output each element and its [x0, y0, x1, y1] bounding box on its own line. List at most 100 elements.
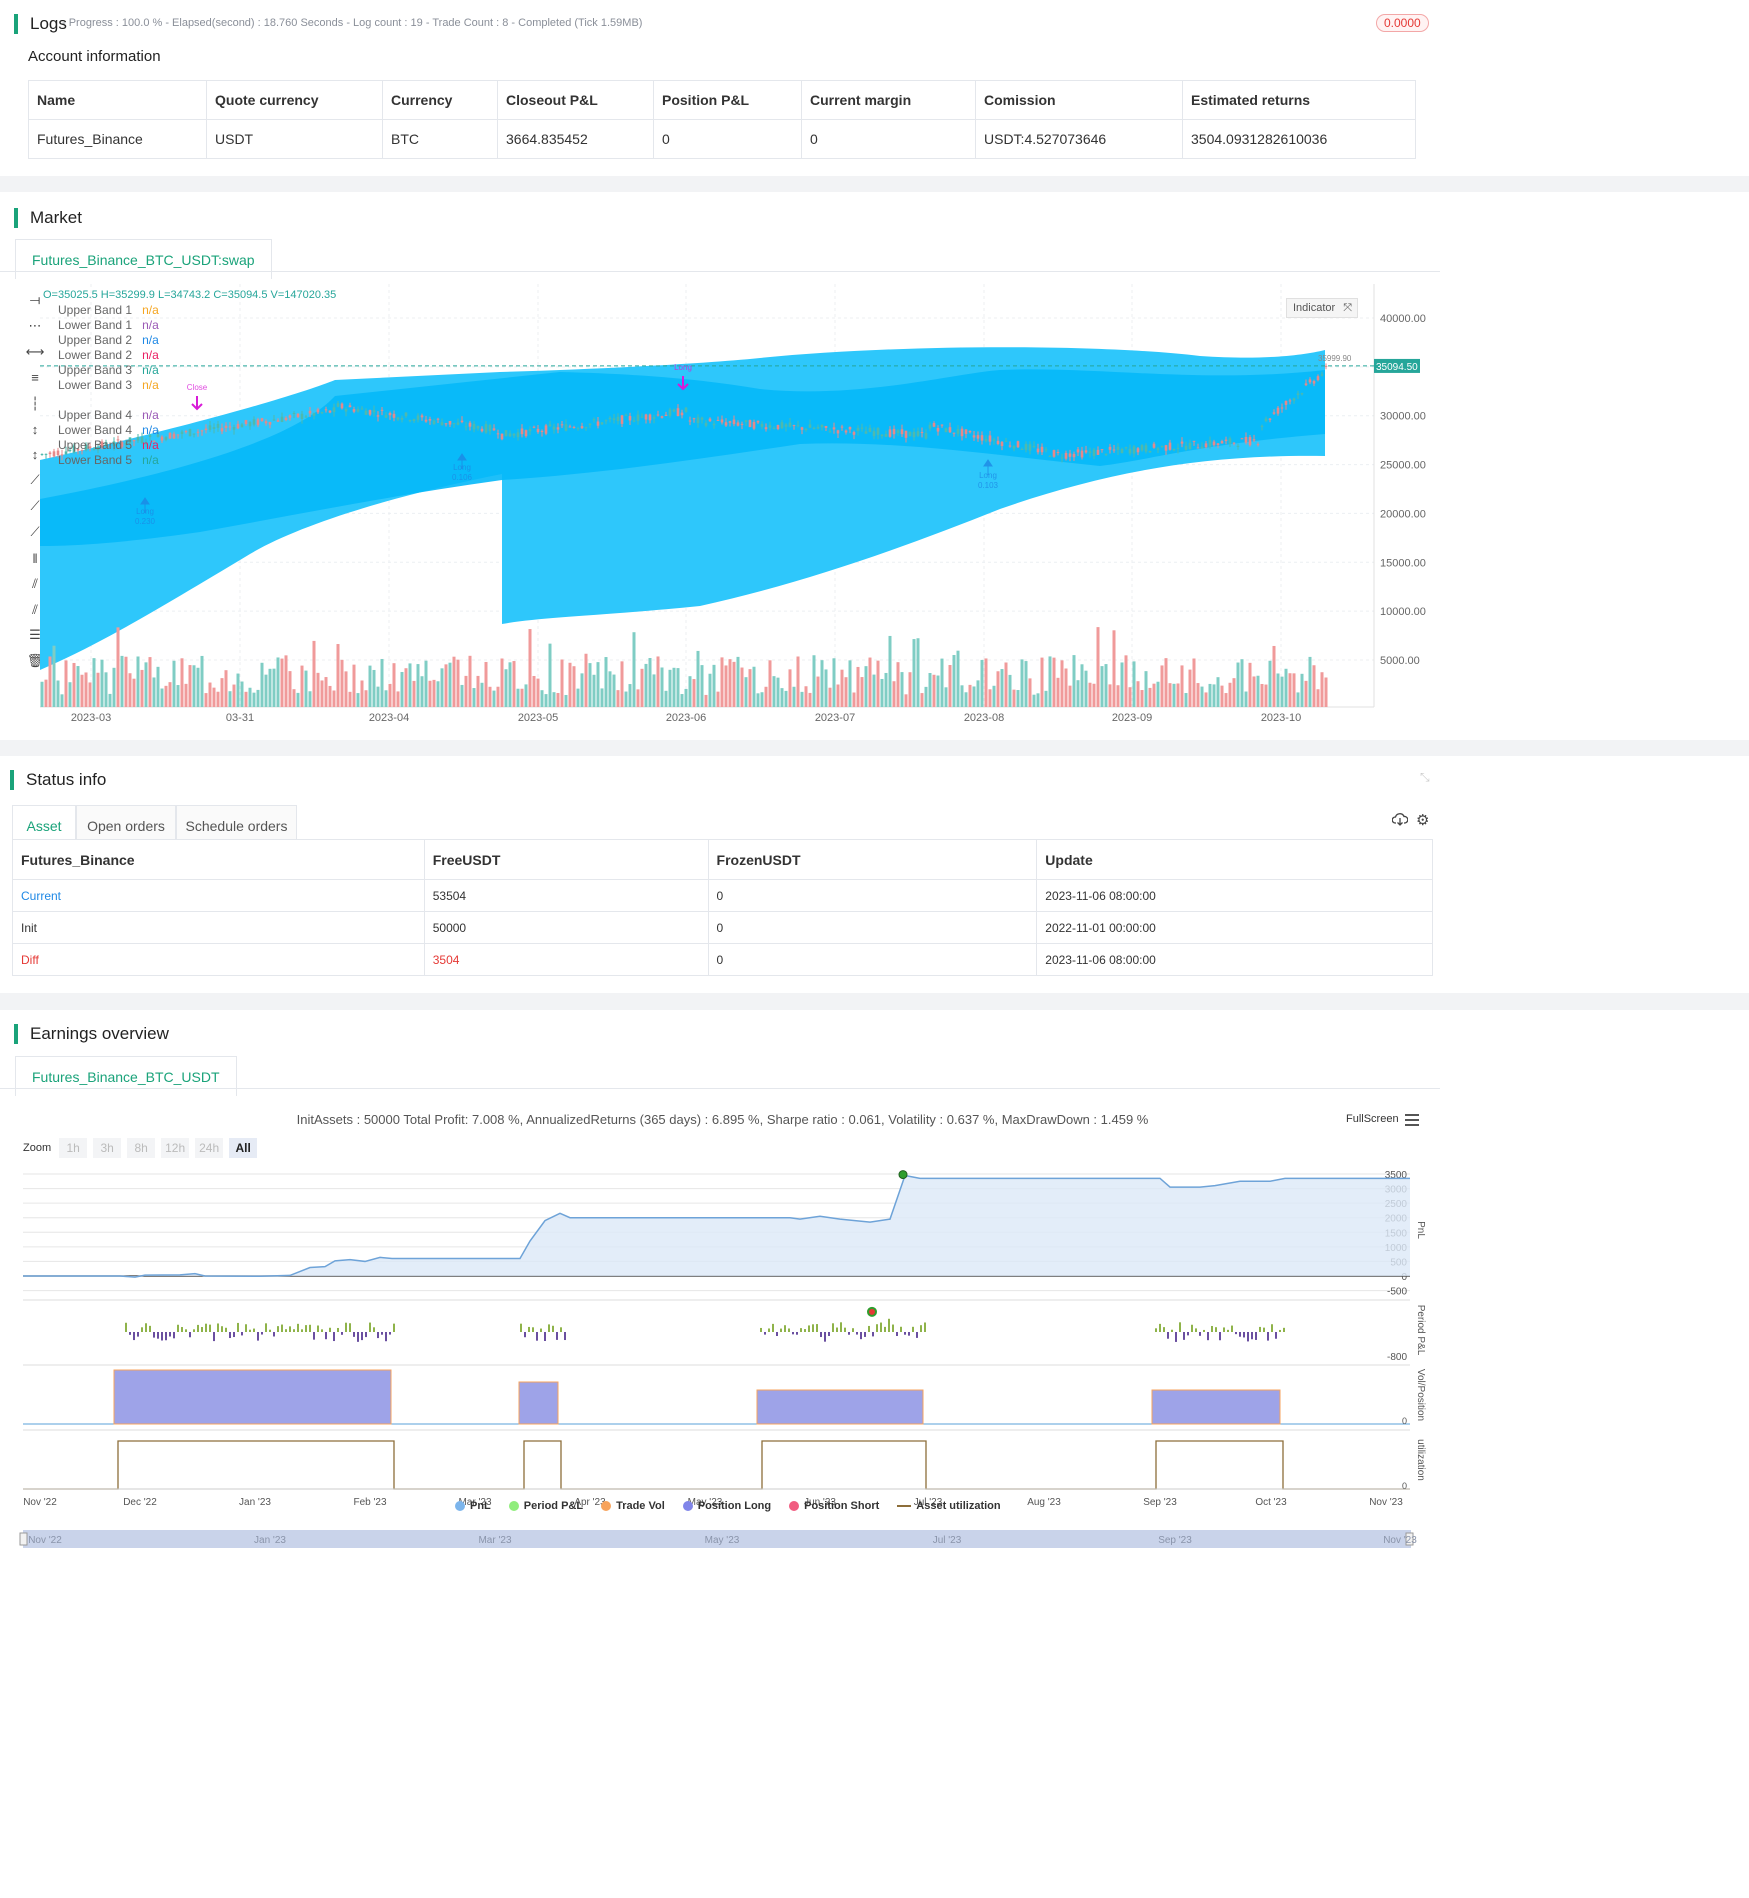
volume-bar — [856, 666, 860, 707]
navigator-right-handle[interactable] — [1405, 1532, 1414, 1546]
zoom-button-1h[interactable]: 1h — [59, 1138, 88, 1158]
earnings-time-label: Oct '23 — [1255, 1497, 1287, 1508]
volume-bar — [920, 693, 924, 707]
volume-bar — [672, 667, 676, 707]
candle-body — [40, 453, 44, 455]
candle-body — [180, 431, 184, 435]
band-legend-name: Lower Band 5 — [58, 453, 133, 467]
period-pnl-bar — [772, 1323, 774, 1332]
price-tick-label: 40000.00 — [1380, 313, 1426, 325]
fullscreen-button[interactable]: FullScreen — [1346, 1113, 1399, 1125]
zoom-button-12h[interactable]: 12h — [161, 1138, 190, 1158]
volume-bar — [1016, 690, 1020, 707]
volume-bar — [172, 660, 176, 707]
pitchfork-icon[interactable]: ⫽ — [32, 602, 38, 617]
price-tick-label: 30000.00 — [1380, 411, 1426, 423]
pnl-tick-label: -500 — [1387, 1287, 1407, 1298]
candle-body — [288, 415, 292, 418]
volume-bar — [676, 668, 680, 707]
earnings-legend-item[interactable]: Trade Vol — [601, 1500, 665, 1512]
legend-swatch-icon — [897, 1505, 912, 1507]
earnings-tab[interactable]: Futures_Binance_BTC_USDT — [15, 1056, 237, 1096]
collapse-icon[interactable]: ⤡ — [1420, 770, 1430, 784]
volume-bar — [596, 662, 600, 707]
vertical-ray-icon[interactable]: ┆ — [31, 396, 39, 411]
candle-body — [1028, 444, 1032, 451]
candle-body — [120, 442, 124, 447]
extended-line-icon[interactable]: ⟷ — [25, 344, 45, 359]
earnings-legend-item[interactable]: Position Short — [789, 1500, 879, 1512]
cloud-download-icon[interactable] — [1391, 812, 1409, 826]
earnings-legend-item[interactable]: Period P&L — [508, 1500, 583, 1512]
gear-icon[interactable]: ⚙ — [1416, 812, 1430, 829]
volume-bar — [1048, 656, 1052, 707]
candle-body — [808, 424, 812, 428]
volume-bar — [264, 674, 268, 707]
earnings-legend-item[interactable]: Position Long — [682, 1500, 771, 1512]
horizontal-ray-icon[interactable]: ⟞ — [29, 292, 41, 307]
tab-schedule-orders[interactable]: Schedule orders — [176, 805, 297, 845]
period-pnl-bar — [908, 1332, 910, 1336]
volume-bar — [660, 667, 664, 707]
tab-asset[interactable]: Asset — [12, 805, 76, 845]
candle-body — [736, 422, 740, 426]
volume-bar — [924, 686, 928, 707]
vertical-line-icon[interactable]: ↕ — [31, 421, 39, 437]
volume-bar — [1312, 665, 1316, 707]
period-pnl-bar — [1231, 1325, 1233, 1332]
earnings-legend-item[interactable]: PnL — [455, 1500, 491, 1512]
price-tick-label: 25000.00 — [1380, 460, 1426, 472]
hamburger-menu-icon[interactable] — [1405, 1114, 1419, 1126]
ray-line-icon[interactable]: ⟋ — [30, 498, 40, 513]
period-pnl-bar — [333, 1332, 335, 1342]
zoom-button-3h[interactable]: 3h — [93, 1138, 122, 1158]
period-pnl-bar — [373, 1327, 375, 1332]
market-tab[interactable]: Futures_Binance_BTC_USDT:swap — [15, 239, 272, 279]
candle-body — [1048, 455, 1052, 457]
time-tick-label: 2023-07 — [815, 712, 855, 724]
horizontal-channel-icon[interactable]: ≡ — [31, 369, 39, 385]
vertical-segment-icon[interactable]: ↕ — [31, 446, 39, 462]
band-legend-name: Lower Band 4 — [58, 423, 133, 437]
band-legend-value: n/a — [142, 408, 159, 422]
volume-bar — [60, 694, 64, 707]
fib-retracement-icon[interactable]: ☰ — [29, 627, 41, 642]
zoom-button-All[interactable]: All — [229, 1138, 258, 1158]
navigator-time-label: Jan '23 — [254, 1535, 286, 1546]
volume-bar — [548, 643, 552, 707]
account-value-cell: Futures_Binance — [28, 119, 207, 159]
horizontal-line-icon[interactable]: ⋯ — [28, 318, 42, 333]
volume-bar — [1236, 662, 1240, 707]
candle-body — [1284, 401, 1288, 405]
tab-open-orders[interactable]: Open orders — [76, 805, 176, 845]
candle-body — [760, 423, 764, 427]
volume-bar — [1028, 678, 1032, 707]
navigator-left-handle[interactable] — [19, 1532, 28, 1546]
candle-body — [280, 416, 284, 423]
candle-body — [1272, 412, 1276, 414]
extended-trend-icon[interactable]: ⟋ — [30, 524, 40, 539]
position-long-block — [518, 1381, 559, 1425]
navigator-chart: Nov '22 Jan '23 Mar '23 May '23 Jul '23 Sep '… — [19, 1530, 1417, 1548]
volume-bar — [732, 661, 736, 707]
trend-line-icon[interactable]: ⟋ — [30, 472, 40, 487]
candle-body — [132, 440, 136, 442]
indicator-button[interactable]: Indicator ⤧ — [1286, 298, 1358, 318]
period-pnl-bar — [540, 1328, 542, 1332]
period-pnl-bar — [788, 1328, 790, 1332]
volume-bar — [864, 666, 868, 707]
zoom-button-8h[interactable]: 8h — [127, 1138, 156, 1158]
candle-body — [852, 431, 856, 435]
volume-bar — [1024, 661, 1028, 707]
earnings-legend-item[interactable]: Asset utilization — [897, 1500, 1001, 1512]
candle-body — [776, 424, 780, 430]
volume-bar — [776, 677, 780, 707]
trash-icon[interactable]: 🗑 — [26, 653, 44, 668]
volume-bar — [828, 687, 832, 707]
zoom-button-24h[interactable]: 24h — [195, 1138, 224, 1158]
account-value-cell: BTC — [382, 119, 498, 159]
candle-body — [316, 409, 320, 413]
candle-body — [900, 429, 904, 435]
parallel-channel-icon[interactable]: ⫽ — [32, 576, 38, 591]
price-range-icon[interactable]: ǁ — [32, 550, 38, 566]
